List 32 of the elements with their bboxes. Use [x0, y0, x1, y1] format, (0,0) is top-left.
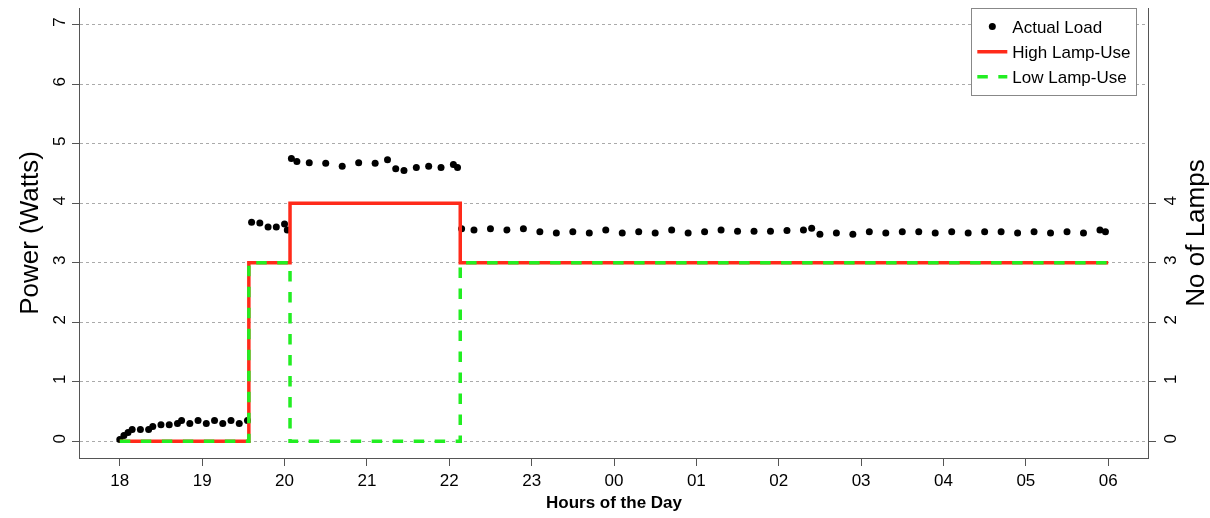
y-tick-label: 1 [50, 374, 70, 384]
x-tick-label: 23 [522, 471, 542, 491]
x-tick-label: 05 [1016, 471, 1036, 491]
x-tick-label: 19 [192, 471, 212, 491]
x-tick-label: 00 [604, 471, 624, 491]
y2-tick-label: 1 [1161, 374, 1181, 384]
x-tick-label: 06 [1098, 471, 1118, 491]
legend-label: Low Lamp-Use [1012, 68, 1127, 88]
y2-axis-title: No of Lamps [1180, 159, 1210, 307]
y2-tick-label: 2 [1161, 315, 1181, 325]
x-tick-label: 04 [934, 471, 953, 491]
x-tick-label: 20 [275, 471, 294, 491]
x-tick-label: 22 [439, 471, 459, 491]
y-tick-label: 5 [50, 136, 70, 146]
y-tick-label: 2 [50, 315, 70, 325]
x-axis-title: Hours of the Day [545, 492, 683, 512]
legend-label: High Lamp-Use [1012, 43, 1131, 63]
y2-tick-label: 3 [1161, 255, 1181, 265]
y2-tick-label: 4 [1161, 195, 1181, 206]
y-tick-label: 0 [50, 434, 70, 444]
y2-tick-label: 0 [1161, 434, 1181, 444]
y-tick-label: 7 [50, 17, 70, 27]
y-tick-label: 4 [50, 195, 70, 206]
y-tick-label: 6 [50, 76, 70, 87]
x-tick-label: 01 [686, 471, 706, 491]
x-tick-label: 18 [110, 471, 130, 491]
x-tick-label: 02 [769, 471, 789, 491]
y-axis-title: Power (Watts) [13, 151, 44, 315]
y-tick-label: 3 [50, 255, 70, 265]
x-tick-label: 03 [851, 471, 871, 491]
x-tick-label: 21 [357, 471, 377, 491]
legend-label: Actual Load [1012, 18, 1103, 38]
